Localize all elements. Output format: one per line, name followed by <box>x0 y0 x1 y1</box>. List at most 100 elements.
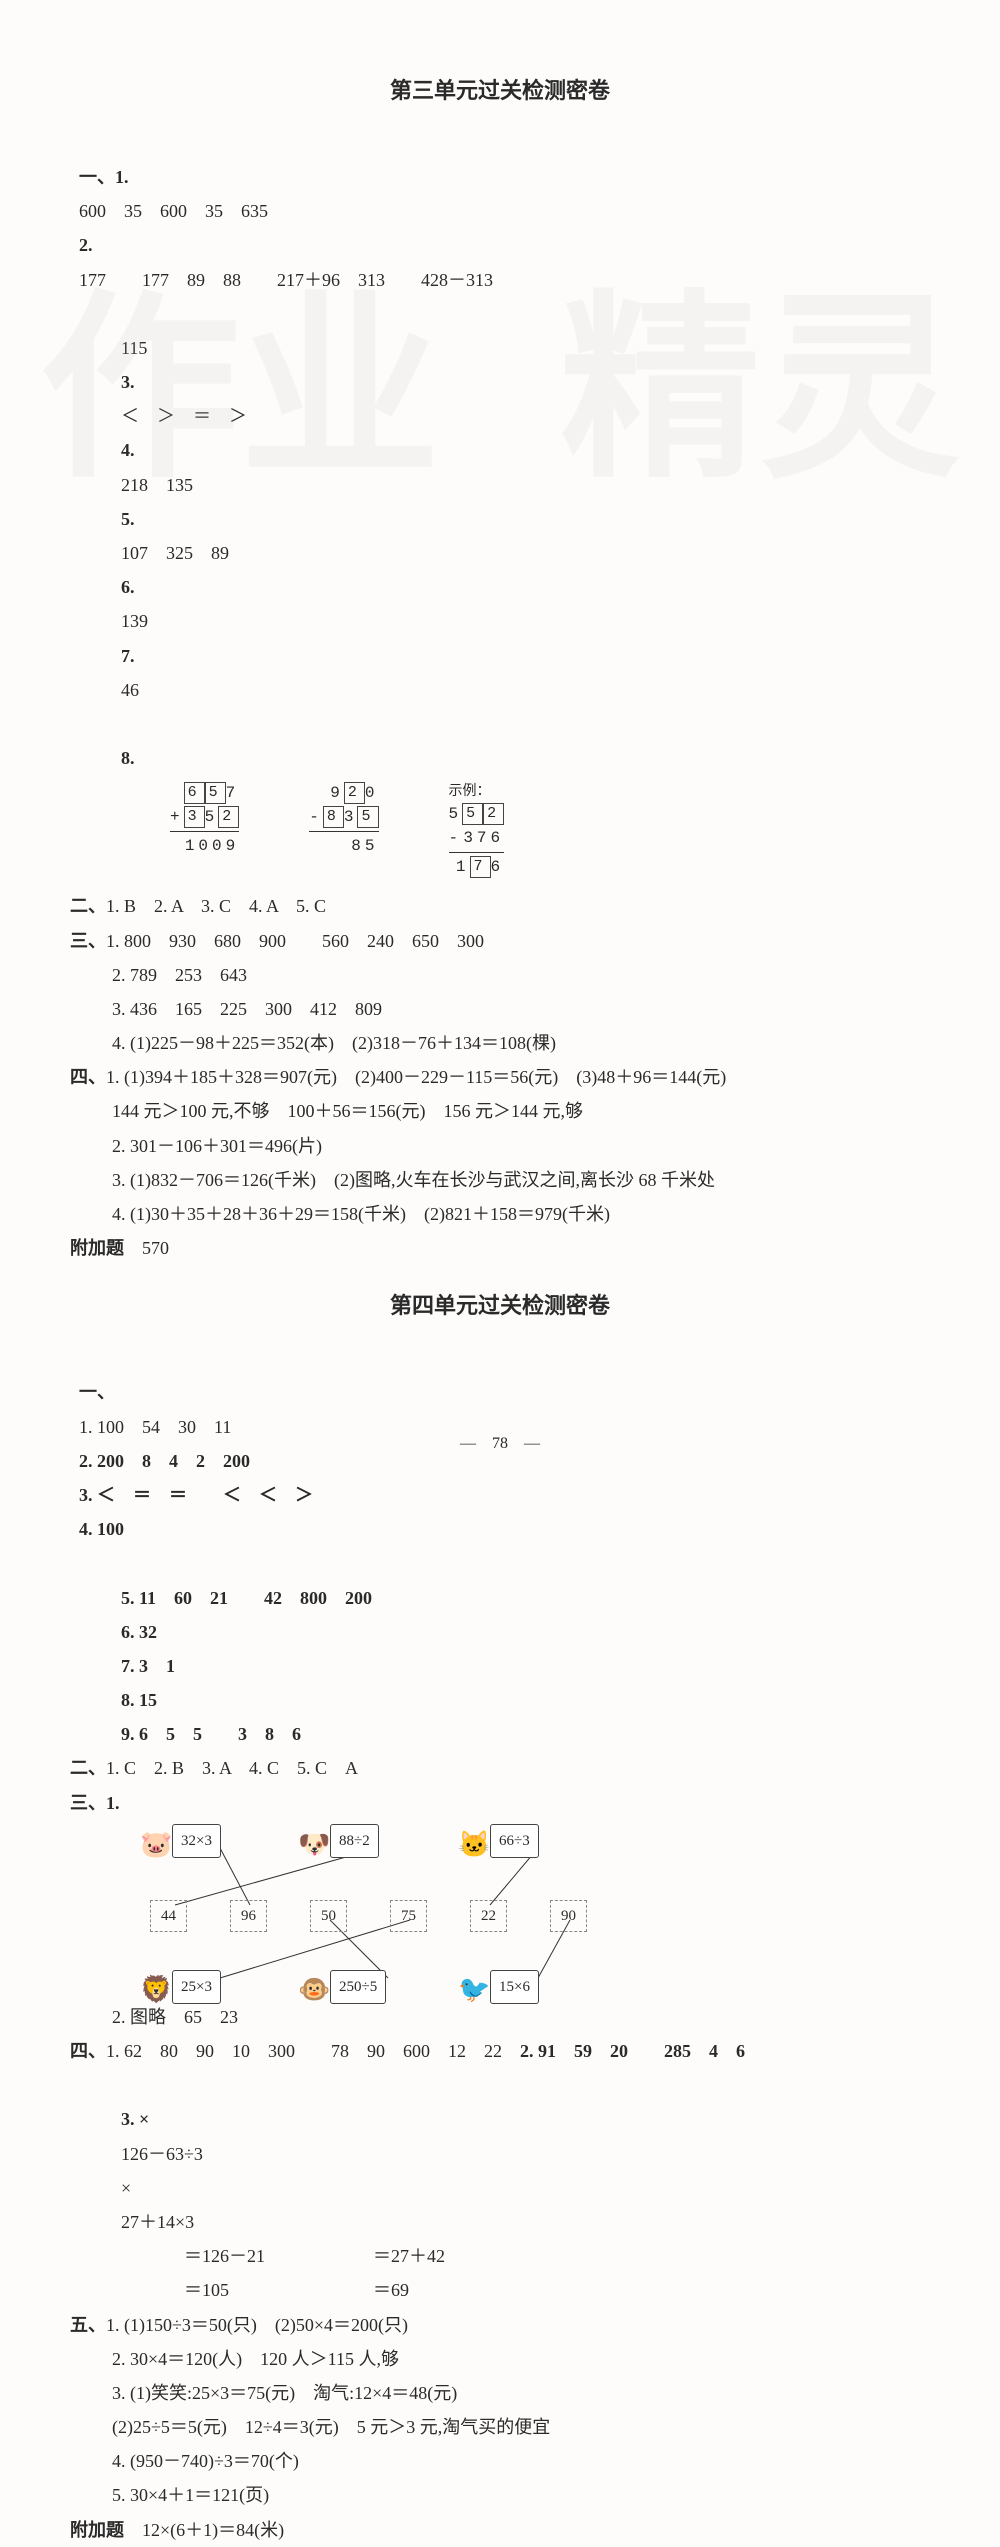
c3a1: 5 <box>462 803 483 825</box>
c1b0: 3 <box>184 806 205 828</box>
expr-bot-0: 25×3 <box>172 1970 221 2005</box>
c1-rule <box>170 831 239 832</box>
c1r0: 1 <box>185 837 199 855</box>
c3r0: 1 <box>456 858 470 876</box>
s3-q1-1b: 115 <box>121 338 147 358</box>
s4-bonus-label: 附加题 <box>70 2520 124 2540</box>
s4-q2-label: 二、 <box>70 1758 106 1778</box>
s3-q1-2: 177 177 89 88 217＋96 313 428－313 <box>79 270 493 290</box>
s3-q3-label: 三、 <box>70 931 106 951</box>
s4-q4-3b1: 27＋14×3 <box>121 2212 194 2232</box>
s4-q4-l3b: ＝126－21 ＝27＋42 <box>70 2239 930 2273</box>
s4-q4-1b: 2. 91 59 20 285 4 6 <box>520 2041 745 2061</box>
c1a2: 7 <box>226 784 240 802</box>
s4-q1-1c: 3. ＜ ＝ ＝ ＜ ＜ ＞ <box>79 1485 313 1505</box>
s4-q4-3b2: ＝27＋42 <box>373 2246 445 2266</box>
answer-1: 96 <box>230 1900 267 1933</box>
c3a2: 2 <box>483 803 504 825</box>
expr-bot-1: 250÷5 <box>330 1970 386 2005</box>
s3-q4-l1: 四、1. (1)394＋185＋328＝907(元) (2)400－229－11… <box>70 1060 930 1094</box>
s4-q4-3a3: ＝105 <box>184 2280 229 2300</box>
animal-top-2: 🐱 <box>458 1820 490 1869</box>
s3-q4-l2: 2. 301－106＋301＝496(片) <box>70 1129 930 1163</box>
c1a1: 5 <box>205 782 226 804</box>
s4-q4-3a1: 126－63÷3 <box>121 2144 203 2164</box>
s3-q4-1: 1. (1)394＋185＋328＝907(元) (2)400－229－115＝… <box>106 1067 726 1087</box>
c3b0: 3 <box>463 829 477 847</box>
s3-q1-5-label: 5. <box>121 509 135 529</box>
s3-q1-8-row: 8. <box>70 707 930 775</box>
s4-q5-l2: 2. 30×4＝120(人) 120 人＞115 人,够 <box>70 2342 930 2376</box>
c3b2: 6 <box>491 829 505 847</box>
c2a0: 9 <box>330 784 344 802</box>
s4-q5-1: 1. (1)150÷3＝50(只) (2)50×4＝200(只) <box>106 2315 408 2335</box>
s3-q1-7: 46 <box>121 680 139 700</box>
calc3: 示例： 552 -376 176 <box>449 781 505 879</box>
s4-q4-3-label: 3. × <box>121 2109 149 2129</box>
s4-bonus: 附加题 12×(6＋1)＝84(米) <box>70 2513 930 2547</box>
s4-q4-l3c: ＝105 ＝69 <box>70 2273 930 2307</box>
c1r1: 0 <box>198 837 212 855</box>
s3-q1-6-label: 6. <box>121 577 135 597</box>
s3-q1-4-label: 4. <box>121 440 135 460</box>
answer-4: 22 <box>470 1900 507 1933</box>
vertical-calcs: 657 +352 1009 920 -835 85 示例： 552 -376 1… <box>70 781 930 879</box>
s3-q2: 二、1. B 2. A 3. C 4. A 5. C <box>70 889 930 923</box>
s4-q2: 二、1. C 2. B 3. A 4. C 5. C A <box>70 1751 930 1785</box>
c3a0: 5 <box>449 805 463 823</box>
s3-bonus-val: 570 <box>142 1238 169 1258</box>
s3-q3-1: 1. 800 930 680 900 560 240 650 300 <box>106 931 484 951</box>
animal-bot-2: 🐦 <box>458 1965 490 2014</box>
s4-q3-label: 三、 <box>70 1793 106 1813</box>
expr-top-0: 32×3 <box>172 1824 221 1859</box>
c2a1: 2 <box>344 782 365 804</box>
c2b0: 8 <box>323 806 344 828</box>
s3-q1-5: 107 325 89 <box>121 543 229 563</box>
s4-q2-vals: 1. C 2. B 3. A 4. C 5. C A <box>106 1758 358 1778</box>
s3-q1-2-label: 2. <box>79 235 93 255</box>
s4-bonus-val: 12×(6＋1)＝84(米) <box>142 2520 284 2540</box>
c3b1: 7 <box>477 829 491 847</box>
s3-q3-l3: 3. 436 165 225 300 412 809 <box>70 992 930 1026</box>
s4-q1-2b: 6. 32 <box>121 1622 157 1642</box>
s4-q5-l3b: (2)25÷5＝5(元) 12÷4＝3(元) 5 元＞3 元,淘气买的便宜 <box>70 2410 930 2444</box>
c1b2: 2 <box>218 806 239 828</box>
c3op: - <box>449 826 463 850</box>
s4-q3-head: 三、1. <box>70 1786 930 1820</box>
s4-q1-label: 一、 <box>79 1382 115 1402</box>
s4-q4-3a2: ＝126－21 <box>184 2246 265 2266</box>
s3-q3-l1: 三、1. 800 930 680 900 560 240 650 300 <box>70 924 930 958</box>
c2r2: 5 <box>365 837 379 855</box>
expr-top-2: 66÷3 <box>490 1824 539 1859</box>
s3-q1-1: 600 35 600 35 635 <box>79 201 268 221</box>
calc2: 920 -835 85 <box>309 781 378 858</box>
s3-q1-1-label: 一、1. <box>79 167 129 187</box>
expr-bot-2: 15×6 <box>490 1970 539 2005</box>
s4-q5-l5: 5. 30×4＋1＝121(页) <box>70 2478 930 2512</box>
s4-q4-l1: 四、1. 62 80 90 10 300 78 90 600 12 22 2. … <box>70 2034 930 2068</box>
s4-q5-l3: 3. (1)笑笑:25×3＝75(元) 淘气:12×4＝48(元) <box>70 2376 930 2410</box>
answer-3: 75 <box>390 1900 427 1933</box>
s4-q3-l2: 2. 图略 65 23 <box>70 2000 930 2034</box>
s4-q5-l4: 4. (950－740)÷3＝70(个) <box>70 2444 930 2478</box>
page-number: — 78 — <box>0 1429 1000 1459</box>
s4-q4-1: 1. 62 80 90 10 300 78 90 600 12 22 <box>106 2041 502 2061</box>
s4-q1-2a: 5. 11 60 21 42 800 200 <box>121 1588 372 1608</box>
s3-q1-4: 218 135 <box>121 475 193 495</box>
s3-q2-vals: 1. B 2. A 3. C 4. A 5. C <box>106 896 326 916</box>
s3-q1-line2: 115 3. ＜ ＞ ＝ ＞ 4. 218 135 5. 107 325 89 … <box>70 297 930 707</box>
s3-q4-l3: 3. (1)832－706＝126(千米) (2)图略,火车在长沙与武汉之间,离… <box>70 1163 930 1197</box>
s3-q1-7-label: 7. <box>121 646 135 666</box>
s4-q4-3x: × <box>121 2178 131 2198</box>
s4-q1-2c: 7. 3 1 <box>121 1656 175 1676</box>
s3-q4-l1b: 144 元＞100 元,不够 100＋56＝156(元) 156 元＞144 元… <box>70 1094 930 1128</box>
s4-q1-1d: 4. 100 <box>79 1519 124 1539</box>
c1b1: 5 <box>205 808 219 826</box>
c1op: + <box>170 805 184 829</box>
s4-q4-l3: 3. × 126－63÷3 × 27＋14×3 <box>70 2068 930 2239</box>
animal-top-0: 🐷 <box>140 1820 172 1869</box>
expr-top-1: 88÷2 <box>330 1824 379 1859</box>
s4-q4-label: 四、 <box>70 2041 106 2061</box>
c1r3: 9 <box>226 837 240 855</box>
animal-top-1: 🐶 <box>298 1820 330 1869</box>
